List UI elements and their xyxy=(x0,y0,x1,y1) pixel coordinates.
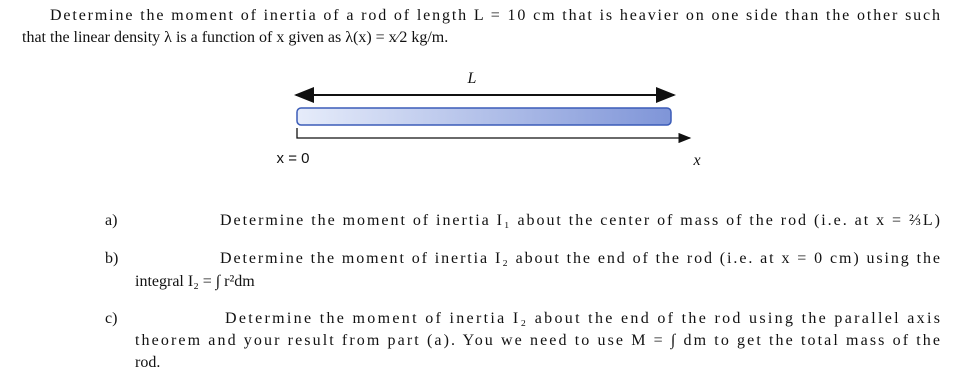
part-label: b) xyxy=(105,250,118,267)
intro-line: Determine the moment of inertia of a rod… xyxy=(50,7,940,24)
rod xyxy=(296,107,672,126)
length-label: L xyxy=(467,70,477,87)
rod-diagram: L x = 0 x xyxy=(277,70,701,169)
part-label: a) xyxy=(105,212,117,229)
intro-line: that the linear density λ is a function … xyxy=(22,29,448,46)
axis-label: x xyxy=(692,152,700,169)
part-text: integral I₂ = ∫ r²dm xyxy=(135,273,255,291)
part-text: Determine the moment of inertia I₁ about… xyxy=(220,212,940,229)
part-text: rod. xyxy=(135,354,160,371)
part-text: Determine the moment of inertia I₂ about… xyxy=(225,310,940,327)
origin-label: x = 0 xyxy=(277,150,310,167)
part-label: c) xyxy=(105,310,117,327)
x-axis xyxy=(296,128,692,144)
part-text: Determine the moment of inertia I₂ about… xyxy=(220,250,940,267)
part-text: theorem and your result from part (a). Y… xyxy=(135,332,940,350)
